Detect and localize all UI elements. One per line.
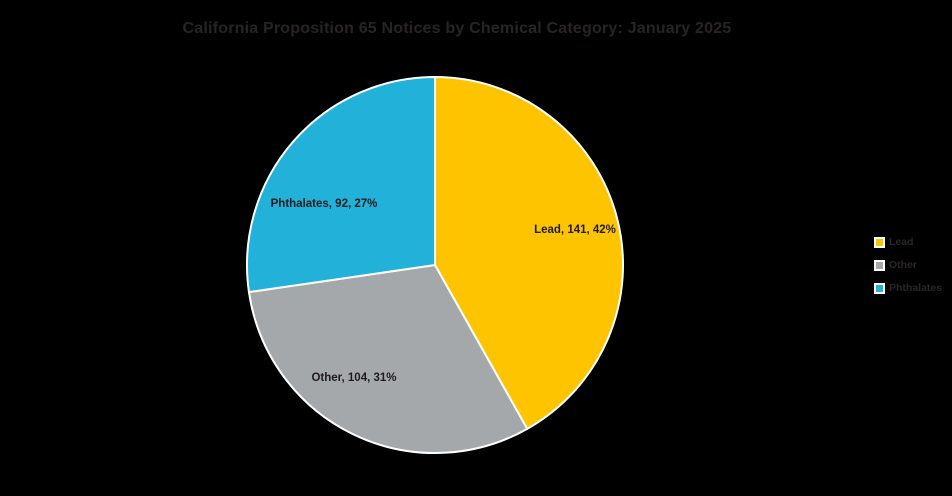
- pie-label-other: Other, 104, 31%: [311, 372, 397, 384]
- pie-slice-phthalates: [246, 76, 436, 294]
- pie-label-phthalates: Phthalates, 92, 27%: [270, 198, 378, 210]
- legend-swatch-other-icon: [874, 259, 885, 271]
- legend-item-phthalates: Phthalates: [874, 282, 942, 294]
- pie-label-lead: Lead, 141, 42%: [534, 224, 616, 236]
- legend-item-other: Other: [874, 259, 942, 271]
- chart-title: California Proposition 65 Notices by Che…: [182, 20, 732, 37]
- legend-label-phthalates: Phthalates: [889, 282, 943, 294]
- legend-swatch-phthalates-icon: [874, 282, 885, 294]
- pie-slice-lead: [434, 76, 624, 430]
- legend-label-lead: Lead: [889, 236, 914, 248]
- legend-swatch-lead-icon: [874, 236, 885, 248]
- legend-item-lead: Lead: [874, 236, 942, 248]
- legend-label-other: Other: [889, 259, 918, 271]
- legend: Lead Other Phthalates: [874, 236, 942, 305]
- pie-slice-other: [247, 264, 529, 454]
